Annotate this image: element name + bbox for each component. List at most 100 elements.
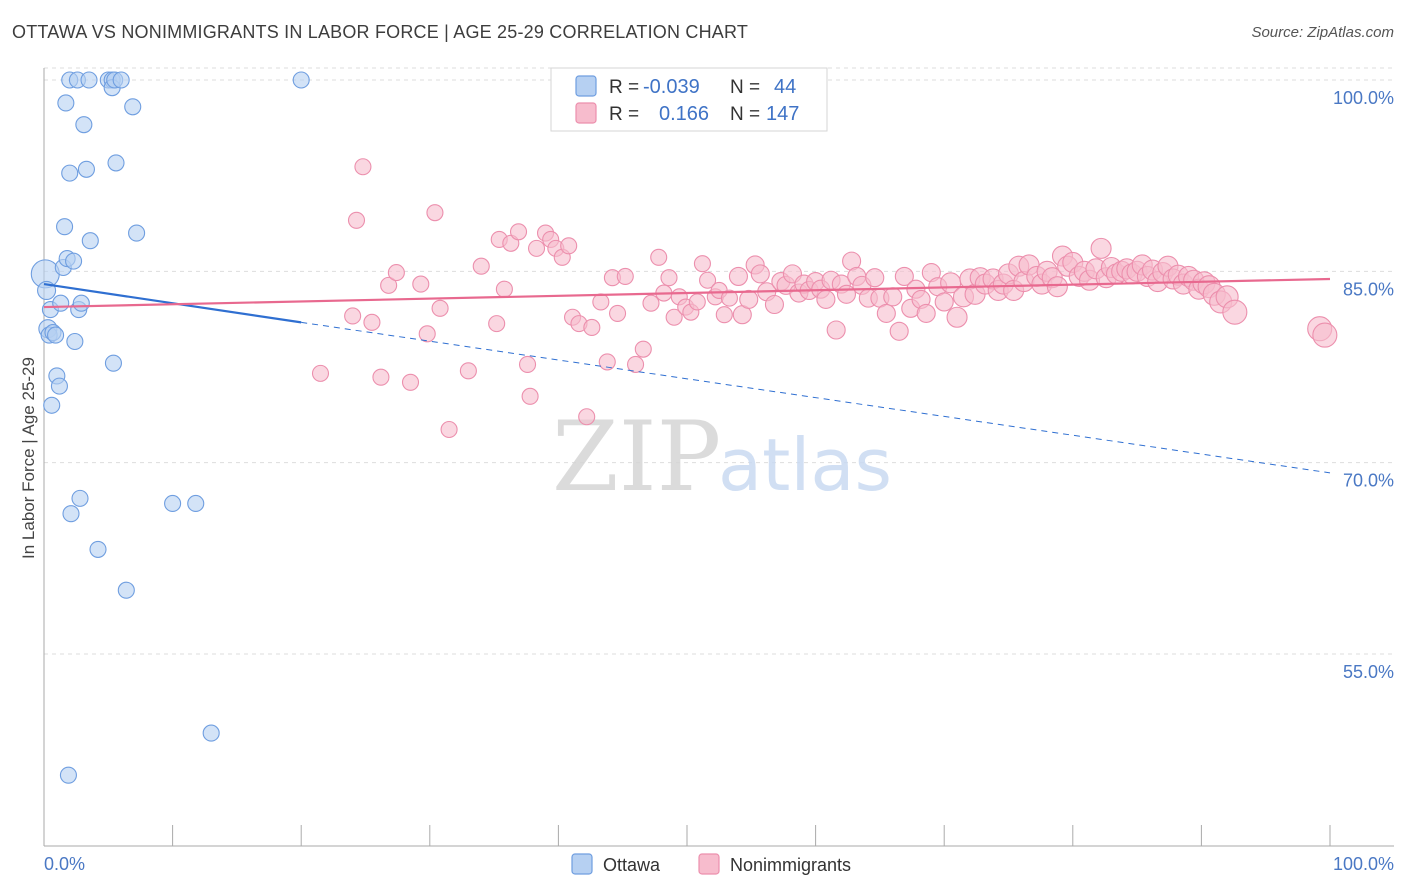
ottawa-point bbox=[80, 71, 98, 89]
nonimmigrants-legend-swatch bbox=[575, 102, 597, 124]
nonimmigrants-point bbox=[876, 303, 896, 323]
nonimmigrants-point bbox=[592, 293, 610, 311]
nonimmigrants-point bbox=[1090, 237, 1112, 259]
ottawa-point bbox=[202, 724, 220, 742]
watermark: ZIP atlas bbox=[552, 401, 892, 513]
nonimmigrants-point bbox=[715, 306, 733, 324]
source-label: Source: ZipAtlas.com bbox=[1251, 24, 1394, 41]
nonimmigrants-trend-line bbox=[43, 277, 1331, 309]
nonimmigrants-point bbox=[372, 368, 390, 386]
nonimmigrants-n-label: N = bbox=[730, 104, 760, 125]
gridlines bbox=[44, 67, 1394, 655]
ottawa-point bbox=[72, 294, 90, 312]
nonimmigrants-point bbox=[495, 280, 513, 298]
ottawa-legend-swatch bbox=[575, 75, 597, 97]
ottawa-trend-extension bbox=[301, 321, 1331, 474]
x-tick-label-max: 100.0% bbox=[1333, 854, 1394, 874]
legend-nonimmigrants-swatch bbox=[698, 853, 720, 875]
nonimmigrants-point bbox=[699, 271, 717, 289]
nonimmigrants-point bbox=[826, 320, 846, 340]
nonimmigrants-point bbox=[764, 294, 784, 315]
nonimmigrants-point bbox=[894, 266, 914, 286]
nonimmigrants-point bbox=[688, 293, 706, 311]
series-legend: Ottawa Nonimmigrants bbox=[571, 853, 851, 875]
ottawa-point bbox=[65, 252, 83, 270]
nonimmigrants-point bbox=[527, 239, 546, 257]
trend-lines bbox=[43, 277, 1331, 474]
ottawa-point bbox=[43, 396, 61, 414]
nonimmigrants-point bbox=[693, 255, 711, 273]
ottawa-point bbox=[107, 154, 125, 172]
nonimmigrants-point bbox=[627, 355, 645, 373]
y-tick-label: 70.0% bbox=[1343, 471, 1394, 491]
y-tick-label: 55.0% bbox=[1343, 662, 1394, 682]
nonimmigrants-point bbox=[380, 276, 398, 294]
ottawa-point bbox=[104, 354, 122, 372]
ottawa-point bbox=[164, 494, 182, 513]
ottawa-point bbox=[292, 71, 310, 89]
nonimmigrants-point bbox=[412, 275, 430, 293]
ottawa-point bbox=[187, 494, 205, 513]
ottawa-point bbox=[47, 326, 65, 344]
nonimmigrants-point bbox=[488, 315, 506, 333]
nonimmigrants-point bbox=[354, 158, 372, 176]
stats-legend-box bbox=[550, 67, 828, 132]
stats-legend: R = -0.039 N = 44 R = 0.166 N = 147 bbox=[550, 67, 828, 132]
ottawa-point bbox=[89, 540, 107, 558]
nonimmigrants-point bbox=[816, 289, 836, 309]
nonimmigrants-point bbox=[426, 204, 444, 222]
nonimmigrants-point bbox=[363, 313, 381, 331]
legend-nonimmigrants-label: Nonimmigrants bbox=[730, 855, 851, 875]
nonimmigrants-point bbox=[665, 308, 683, 326]
ottawa-point bbox=[112, 71, 130, 89]
nonimmigrants-point bbox=[578, 408, 596, 426]
nonimmigrants-point bbox=[509, 223, 528, 241]
nonimmigrants-point bbox=[387, 264, 405, 282]
ottawa-point bbox=[52, 294, 70, 312]
ottawa-point bbox=[117, 581, 135, 599]
nonimmigrants-point bbox=[634, 340, 652, 358]
ottawa-point bbox=[50, 377, 68, 395]
nonimmigrants-point bbox=[344, 307, 362, 325]
nonimmigrants-point bbox=[440, 420, 458, 439]
y-axis-label: In Labor Force | Age 25-29 bbox=[19, 357, 38, 559]
nonimmigrants-point bbox=[1222, 299, 1248, 325]
legend-ottawa-label: Ottawa bbox=[603, 855, 661, 875]
chart-title: OTTAWA VS NONIMMIGRANTS IN LABOR FORCE |… bbox=[12, 22, 749, 42]
nonimmigrants-points bbox=[311, 158, 1338, 439]
nonimmigrants-point bbox=[1312, 322, 1338, 348]
ottawa-point bbox=[59, 766, 77, 784]
nonimmigrants-point bbox=[889, 321, 909, 341]
ottawa-point bbox=[61, 164, 79, 182]
nonimmigrants-point bbox=[720, 289, 738, 307]
x-axis-ticks bbox=[43, 825, 1331, 846]
ottawa-points bbox=[30, 71, 310, 784]
nonimmigrants-point bbox=[521, 387, 539, 405]
nonimmigrants-point bbox=[728, 266, 748, 286]
nonimmigrants-r-value: 0.166 bbox=[659, 103, 709, 125]
nonimmigrants-point bbox=[609, 304, 627, 322]
nonimmigrants-n-value: 147 bbox=[766, 103, 799, 125]
ottawa-r-label: R = bbox=[609, 77, 639, 98]
nonimmigrants-point bbox=[934, 292, 954, 312]
x-tick-label-min: 0.0% bbox=[44, 854, 85, 874]
nonimmigrants-point bbox=[739, 289, 759, 309]
nonimmigrants-point bbox=[472, 257, 490, 275]
ottawa-point bbox=[66, 332, 84, 351]
nonimmigrants-point bbox=[750, 264, 770, 284]
ottawa-point bbox=[57, 94, 75, 112]
nonimmigrants-point bbox=[883, 287, 903, 307]
ottawa-point bbox=[77, 160, 95, 178]
ottawa-r-value: -0.039 bbox=[643, 76, 700, 98]
nonimmigrants-point bbox=[660, 269, 678, 287]
ottawa-point bbox=[71, 489, 89, 507]
nonimmigrants-point bbox=[347, 211, 366, 229]
y-tick-label: 85.0% bbox=[1343, 279, 1394, 299]
y-tick-label: 100.0% bbox=[1333, 88, 1394, 108]
nonimmigrants-point bbox=[431, 299, 449, 317]
nonimmigrants-point bbox=[916, 303, 936, 323]
nonimmigrants-point bbox=[560, 237, 578, 255]
nonimmigrants-point bbox=[946, 306, 968, 328]
nonimmigrants-point bbox=[583, 318, 601, 337]
